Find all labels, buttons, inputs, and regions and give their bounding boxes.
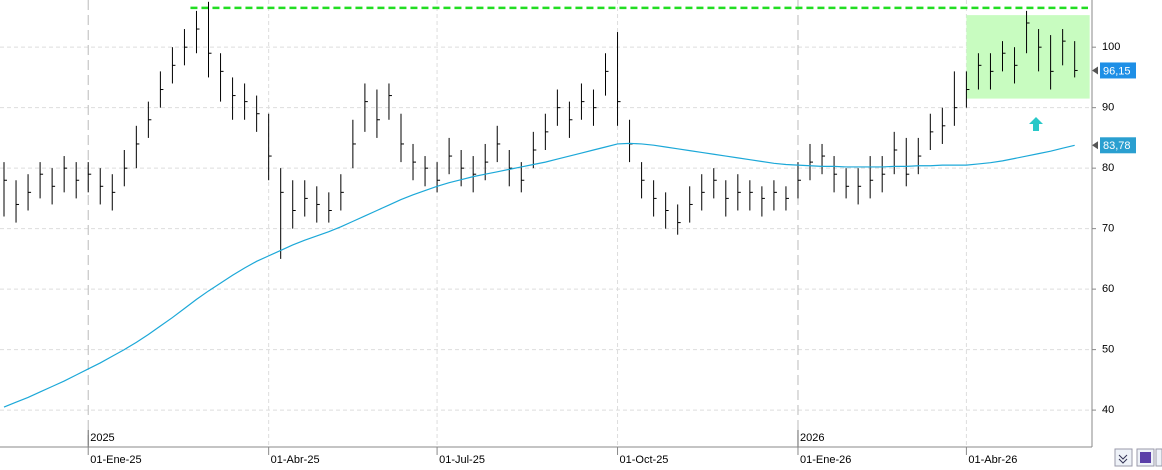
price-series: [3, 1, 1078, 259]
button[interactable]: [1114, 448, 1133, 467]
x-tick-label: 01-Oct-25: [620, 454, 669, 466]
button[interactable]: [1155, 448, 1162, 467]
y-tick-label: 100: [1102, 41, 1120, 53]
arrow-icon: [1029, 117, 1043, 131]
price-box: [1100, 137, 1136, 154]
y-tick-label: 70: [1102, 223, 1114, 235]
y-tick-label: 50: [1102, 344, 1114, 356]
x-tick-label: 01-Abr-25: [271, 454, 320, 466]
highlight-box: [966, 15, 1090, 99]
price-label: 96,15: [1103, 65, 1131, 77]
moving-average: [3, 142, 1075, 408]
price-marker: [1092, 141, 1098, 150]
year-label: 2026: [800, 432, 824, 444]
y-tick-label: 80: [1102, 162, 1114, 174]
x-tick-label: 01-Ene-26: [800, 454, 851, 466]
y-tick-label: 90: [1102, 102, 1114, 114]
toolbar: [1114, 448, 1162, 467]
y-tick-label: 60: [1102, 283, 1114, 295]
x-tick-label: 01-Ene-25: [90, 454, 141, 466]
x-tick-label: 01-Abr-26: [968, 454, 1017, 466]
price-label: 83,78: [1103, 140, 1131, 152]
price-box: [1100, 62, 1136, 79]
price-marker: [1092, 66, 1098, 75]
button-icon: [1140, 452, 1151, 463]
x-tick-label: 01-Jul-25: [439, 454, 485, 466]
year-label: 2025: [90, 432, 114, 444]
y-tick-label: 40: [1102, 404, 1114, 416]
button-icon: [1118, 454, 1128, 464]
